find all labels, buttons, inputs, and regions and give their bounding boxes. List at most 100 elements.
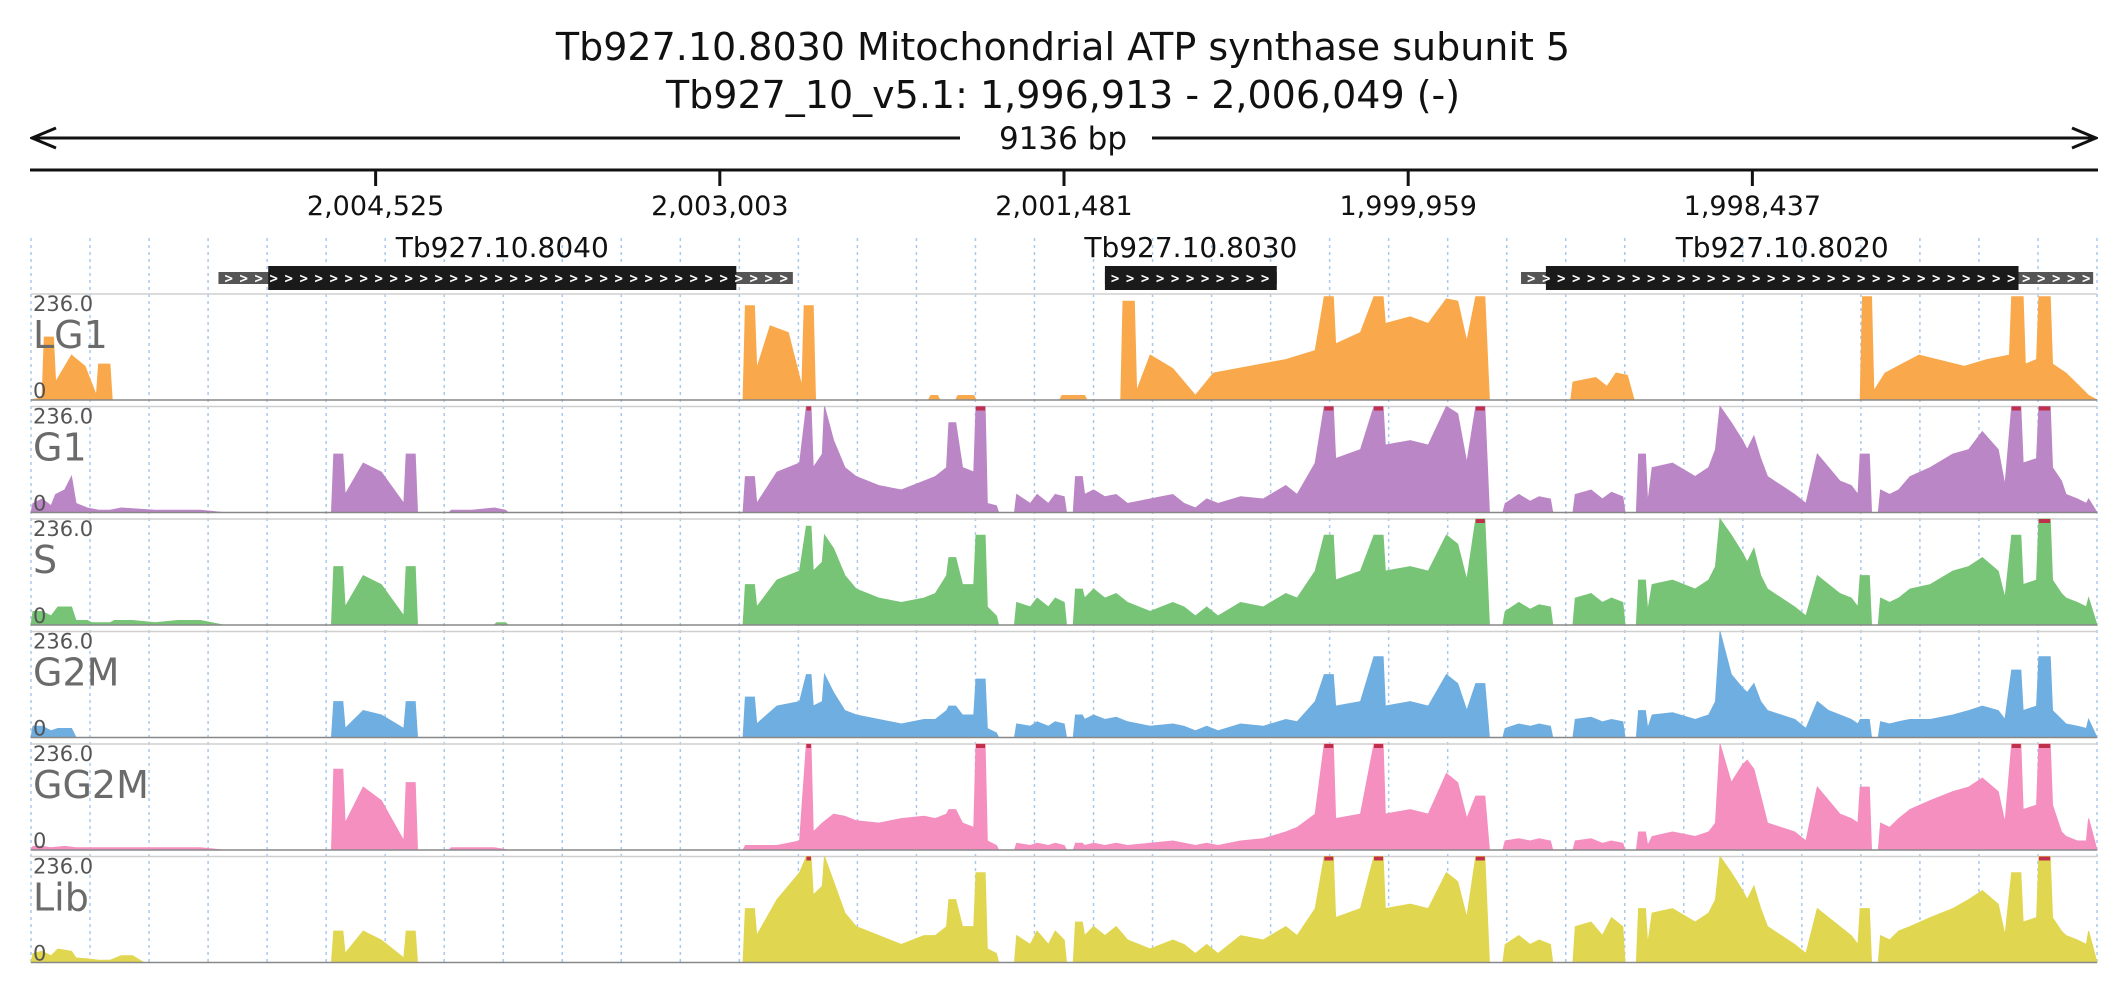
strand-chevron: > xyxy=(284,271,292,287)
strand-chevron: > xyxy=(614,271,622,287)
clipped-peak-marker xyxy=(2038,744,2051,748)
strand-chevron: > xyxy=(1647,271,1655,287)
strand-chevron: > xyxy=(509,271,517,287)
clipped-peak-marker xyxy=(2038,856,2051,861)
strand-chevron: > xyxy=(464,271,472,287)
coverage-area xyxy=(30,855,2098,963)
strand-chevron: > xyxy=(1962,271,1970,287)
track-max-label: 236.0 xyxy=(33,517,93,541)
strand-chevron: > xyxy=(1156,271,1164,287)
gene-feature[interactable]: > > > > > > > > > > > > > > > > > > > > > > > > > > > > > > > > > > > > > > Tb… xyxy=(218,231,793,290)
strand-chevron: > xyxy=(1261,271,1269,287)
strand-chevron: > xyxy=(434,271,442,287)
strand-chevron: > xyxy=(1797,271,1805,287)
track-min-label: 0 xyxy=(33,379,46,403)
clipped-peak-marker xyxy=(1324,744,1334,748)
strand-chevron: > xyxy=(239,271,247,287)
strand-chevron: > xyxy=(1932,271,1940,287)
strand-chevron: > xyxy=(1171,271,1179,287)
track-name: S xyxy=(33,538,57,582)
strand-chevron: > xyxy=(1617,271,1625,287)
strand-chevron: > xyxy=(1887,271,1895,287)
clipped-peak-marker xyxy=(1324,856,1334,861)
clipped-peak-marker xyxy=(1374,406,1384,411)
track-name: G2M xyxy=(33,651,119,695)
track-name: Lib xyxy=(33,876,89,920)
strand-chevron: > xyxy=(524,271,532,287)
tick-label: 2,004,525 xyxy=(307,191,444,222)
strand-chevron: > xyxy=(1572,271,1580,287)
gene-cds xyxy=(1545,266,2019,290)
strand-chevron: > xyxy=(1216,271,1224,287)
strand-chevron: > xyxy=(749,271,757,287)
strand-chevron: > xyxy=(779,271,787,287)
strand-chevron: > xyxy=(659,271,667,287)
track-min-label: 0 xyxy=(33,604,46,628)
strand-chevron: > xyxy=(674,271,682,287)
strand-chevron: > xyxy=(329,271,337,287)
tick-label: 1,998,437 xyxy=(1684,191,1821,222)
strand-chevron: > xyxy=(479,271,487,287)
track-min-label: 0 xyxy=(33,717,46,741)
axis-ticks: 2,004,525 2,003,003 2,001,481 1,999,959 1,99… xyxy=(307,170,1821,222)
strand-chevron: > xyxy=(539,271,547,287)
coverage-area xyxy=(30,517,2098,626)
coverage-tracks: 236.0LG10236.0G10236.0S0236.0G2M0236.0GG… xyxy=(30,292,2098,966)
strand-chevron: > xyxy=(1737,271,1745,287)
clipped-peak-marker xyxy=(1374,744,1384,748)
track-max-label: 236.0 xyxy=(33,742,93,766)
span-length-label: 9136 bp xyxy=(999,121,1127,157)
gene-cds xyxy=(1104,266,1277,290)
strand-chevron: > xyxy=(419,271,427,287)
track-max-label: 236.0 xyxy=(33,630,93,654)
strand-chevron: > xyxy=(299,271,307,287)
strand-chevron: > xyxy=(1782,271,1790,287)
strand-chevron: > xyxy=(2067,271,2075,287)
chart-title: Tb927.10.8030 Mitochondrial ATP synthase… xyxy=(555,25,1570,69)
strand-chevron: > xyxy=(2037,271,2045,287)
strand-chevron: > xyxy=(1752,271,1760,287)
clipped-peak-marker xyxy=(2038,406,2051,411)
strand-chevron: > xyxy=(734,271,742,287)
clipped-peak-marker xyxy=(806,744,811,748)
strand-chevron: > xyxy=(1977,271,1985,287)
clipped-peak-marker xyxy=(2011,744,2021,748)
strand-chevron: > xyxy=(449,271,457,287)
tick-label: 2,003,003 xyxy=(651,191,788,222)
strand-chevron: > xyxy=(1677,271,1685,287)
track-min-label: 0 xyxy=(33,829,46,853)
track-name: G1 xyxy=(33,426,87,470)
strand-chevron: > xyxy=(554,271,562,287)
gene-feature[interactable]: > > > > > > > > > > > > > > > > > > > > > > > > > > > > > > > > > > > > > > Tb… xyxy=(1521,231,2094,290)
gene-label: Tb927.10.8040 xyxy=(395,231,609,264)
strand-chevron: > xyxy=(1602,271,1610,287)
strand-chevron: > xyxy=(1767,271,1775,287)
clipped-peak-marker xyxy=(1374,856,1384,861)
strand-chevron: > xyxy=(2022,271,2030,287)
track-min-label: 0 xyxy=(33,942,46,966)
strand-chevron: > xyxy=(344,271,352,287)
strand-chevron: > xyxy=(2082,271,2090,287)
gene-label: Tb927.10.8030 xyxy=(1083,231,1297,264)
strand-chevron: > xyxy=(1246,271,1254,287)
strand-chevron: > xyxy=(1111,271,1119,287)
strand-chevron: > xyxy=(689,271,697,287)
coverage-track: 236.0G1 0 xyxy=(30,405,2098,516)
strand-chevron: > xyxy=(584,271,592,287)
gene-feature[interactable]: > > > > > > > > > > > Tb927.10.8030 xyxy=(1083,231,1297,290)
clipped-peak-marker xyxy=(976,406,986,411)
strand-chevron: > xyxy=(1842,271,1850,287)
track-max-label: 236.0 xyxy=(33,855,93,879)
track-min-label: 0 xyxy=(33,492,46,516)
strand-chevron: > xyxy=(359,271,367,287)
track-max-label: 236.0 xyxy=(33,405,93,429)
strand-chevron: > xyxy=(1812,271,1820,287)
strand-chevron: > xyxy=(374,271,382,287)
track-name: GG2M xyxy=(33,763,149,807)
strand-chevron: > xyxy=(1872,271,1880,287)
tick-label: 2,001,481 xyxy=(995,191,1132,222)
strand-chevron: > xyxy=(1542,271,1550,287)
